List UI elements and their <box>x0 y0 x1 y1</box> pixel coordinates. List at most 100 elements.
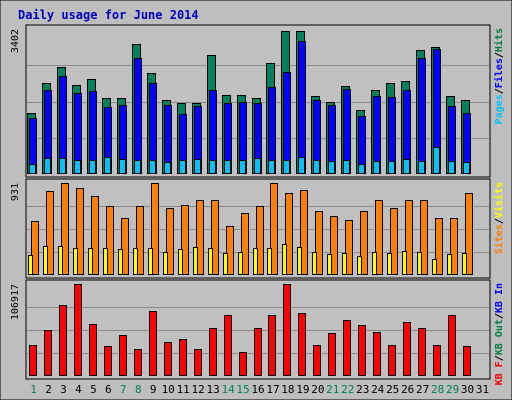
bar-pages-day-10 <box>164 162 171 174</box>
bar-kb-f-day-12 <box>194 349 202 376</box>
panel-1-legend-item-1: Pages <box>494 94 505 124</box>
bar-visits-day-25-edge <box>387 253 392 275</box>
bar-sites-day-30-fill <box>465 193 473 275</box>
bar-sites-day-9-edge <box>151 183 159 275</box>
bar-kb-f-day-29-edge <box>448 315 456 376</box>
x-tick-label-day-10: 10 <box>162 383 175 396</box>
bar-kb-f-day-13 <box>209 328 217 376</box>
bar-visits-day-7-edge <box>118 249 123 275</box>
bar-sites-day-19-fill <box>300 190 308 275</box>
bar-pages-day-14 <box>224 160 231 174</box>
bar-kb-f-day-8 <box>134 349 142 376</box>
bar-pages-day-25 <box>388 161 395 174</box>
bar-kb-f-day-14-edge <box>224 315 232 376</box>
bar-visits-day-9 <box>148 248 153 275</box>
bar-files-day-12-fill <box>194 106 202 174</box>
panel-1-legend-item-3: Files <box>493 58 505 88</box>
bar-visits-day-24 <box>372 252 377 275</box>
bar-kb-f-day-27 <box>418 328 426 376</box>
x-tick-label-day-21: 21 <box>326 383 339 396</box>
bar-files-day-18 <box>283 72 291 174</box>
bar-files-day-27-fill <box>418 58 426 174</box>
bar-pages-day-27-edge <box>418 161 425 174</box>
bar-visits-day-21-fill <box>327 254 332 275</box>
x-axis-labels: 1 2 3 4 5 6 7 8 9 10 11 12 13 14 15 16 17 18 19 20 21 22 23 24 2… <box>30 383 489 396</box>
bar-pages-day-19 <box>298 157 305 174</box>
x-tick-label-day-3: 3 <box>60 383 67 396</box>
bar-kb-f-day-21 <box>328 333 336 376</box>
bar-visits-day-17 <box>267 248 272 275</box>
bar-visits-day-4-edge <box>73 248 78 275</box>
chart-title: Daily usage for June 2014 <box>18 8 199 22</box>
bar-visits-day-3-edge <box>58 246 63 275</box>
bar-visits-day-21-edge <box>327 254 332 275</box>
bar-pages-day-18-fill <box>283 160 290 174</box>
bar-pages-day-9-edge <box>149 160 156 174</box>
bar-pages-day-2 <box>44 158 51 174</box>
bar-visits-day-4 <box>73 248 78 275</box>
bar-sites-day-14-edge <box>226 226 234 275</box>
bar-visits-day-30-fill <box>462 253 467 275</box>
bar-pages-day-6-fill <box>104 157 111 174</box>
bar-visits-day-12-edge <box>193 247 198 275</box>
bar-pages-day-9 <box>149 160 156 174</box>
bar-kb-f-day-15 <box>239 352 247 376</box>
bar-pages-day-3 <box>59 158 66 174</box>
bar-kb-f-day-7-fill <box>119 335 127 376</box>
bar-sites-day-21-edge <box>330 216 338 275</box>
bar-visits-day-11-fill <box>178 249 183 275</box>
x-tick-label-day-30: 30 <box>461 383 474 396</box>
bar-sites-day-29-fill <box>450 218 458 275</box>
bar-sites-day-16-edge <box>256 206 264 275</box>
bar-visits-day-7-fill <box>118 249 123 275</box>
bar-sites-day-29-edge <box>450 218 458 275</box>
bar-kb-f-day-3-edge <box>59 305 67 376</box>
bar-pages-day-16 <box>254 158 261 174</box>
bar-kb-f-day-19-fill <box>298 313 306 376</box>
bar-pages-day-15-edge <box>239 160 246 174</box>
bar-pages-day-5-fill <box>89 160 96 174</box>
bar-sites-day-21-fill <box>330 216 338 275</box>
bar-files-day-22-fill <box>343 89 351 174</box>
bar-kb-f-day-22 <box>343 320 351 376</box>
bar-kb-f-day-26-edge <box>403 322 411 376</box>
bar-sites-day-11-edge <box>181 205 189 275</box>
panel-2-legend-item-1: Sites <box>493 224 505 254</box>
bar-visits-day-18 <box>282 244 287 275</box>
bar-pages-day-22-edge <box>343 160 350 174</box>
bar-sites-day-12-edge <box>196 200 204 275</box>
bar-pages-day-1 <box>29 164 36 174</box>
bar-visits-day-4-fill <box>73 248 78 275</box>
panel-3-legend-item-2: / <box>494 355 505 361</box>
panel-1-legend: Pages/Files/Hits <box>493 28 505 124</box>
bar-files-day-10-fill <box>164 105 172 174</box>
panel-1-legend-item-2: / <box>494 88 505 94</box>
bar-pages-day-7-fill <box>119 159 126 174</box>
bar-kb-f-day-24 <box>373 332 381 376</box>
bar-visits-day-3-fill <box>58 246 63 275</box>
bar-sites-day-1-edge <box>31 221 39 275</box>
bar-kb-f-day-7 <box>119 335 127 376</box>
bar-sites-day-13-edge <box>211 200 219 275</box>
bar-kb-f-day-23-edge <box>358 325 366 376</box>
bar-kb-f-day-23-fill <box>358 325 366 376</box>
bar-visits-day-26 <box>402 251 407 275</box>
bar-pages-day-18 <box>283 160 290 174</box>
bar-kb-f-day-5-edge <box>89 324 97 376</box>
bar-sites-day-25-edge <box>390 208 398 275</box>
bar-kb-f-day-15-fill <box>239 352 247 376</box>
bar-visits-day-14-edge <box>223 253 228 275</box>
bar-kb-f-day-2-fill <box>44 330 52 376</box>
bar-visits-day-14 <box>223 253 228 275</box>
bar-visits-day-26-fill <box>402 251 407 275</box>
bar-pages-day-21-fill <box>328 161 335 174</box>
bar-kb-f-day-30-edge <box>463 346 471 376</box>
x-tick-label-day-28: 28 <box>431 383 444 396</box>
bar-pages-day-29 <box>448 161 455 174</box>
bar-sites-day-15-edge <box>241 213 249 275</box>
x-tick-label-day-18: 18 <box>281 383 294 396</box>
x-tick-label-day-9: 9 <box>150 383 157 396</box>
bar-files-day-8-fill <box>134 58 142 174</box>
bar-pages-day-28-edge <box>433 147 440 174</box>
